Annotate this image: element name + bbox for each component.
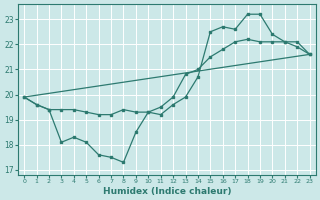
X-axis label: Humidex (Indice chaleur): Humidex (Indice chaleur) <box>103 187 231 196</box>
